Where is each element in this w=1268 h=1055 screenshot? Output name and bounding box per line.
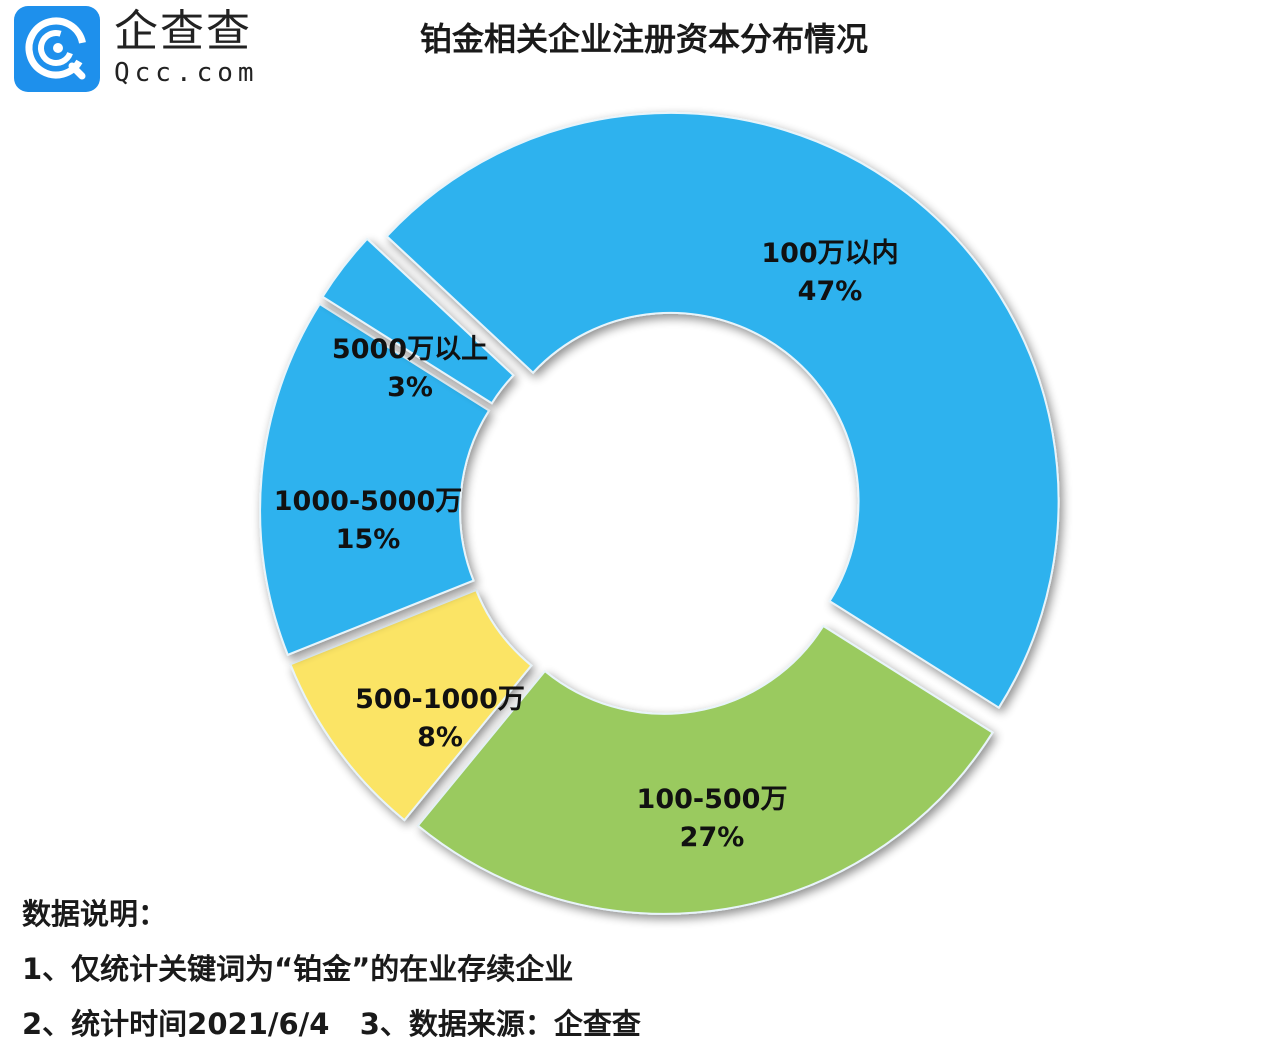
- slice-label-percent: 8%: [417, 722, 463, 753]
- donut-slice-1: [416, 624, 994, 915]
- slice-label-category: 1000-5000万: [274, 486, 463, 517]
- slice-label-category: 500-1000万: [355, 684, 525, 715]
- donut-slice-0: [385, 111, 1060, 710]
- notes-heading: 数据说明：: [22, 897, 168, 931]
- data-notes: 数据说明： 1、仅统计关键词为“铂金”的在业存续企业 2、统计时间2021/6/…: [22, 890, 641, 1055]
- donut-slice-4: [321, 237, 515, 405]
- notes-line-1: 1、仅统计关键词为“铂金”的在业存续企业: [22, 952, 574, 986]
- slice-label-percent: 47%: [798, 276, 863, 307]
- slice-label-percent: 3%: [387, 372, 433, 403]
- notes-line-2: 2、统计时间2021/6/4 3、数据来源：企查查: [22, 1007, 641, 1041]
- slice-label-percent: 27%: [680, 822, 745, 853]
- qcc-logo-icon: [14, 6, 100, 92]
- slice-label-category: 100万以内: [761, 238, 898, 269]
- donut-slice-3: [259, 302, 491, 657]
- slice-label-category: 5000万以上: [332, 334, 488, 365]
- chart-title: 铂金相关企业注册资本分布情况: [419, 20, 868, 58]
- qcc-logo: 企查查 Qcc.com: [14, 6, 259, 92]
- donut-slice-2: [289, 588, 533, 822]
- slice-label-percent: 15%: [336, 524, 401, 555]
- slice-label-category: 100-500万: [637, 784, 788, 815]
- logo-name-en: Qcc.com: [114, 58, 259, 88]
- logo-name-cn: 企查查: [114, 6, 252, 57]
